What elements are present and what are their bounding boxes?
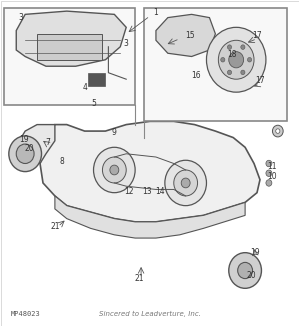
- Text: 10: 10: [267, 172, 277, 181]
- Text: 13: 13: [142, 187, 152, 196]
- FancyBboxPatch shape: [144, 8, 287, 121]
- Circle shape: [218, 40, 254, 79]
- Polygon shape: [40, 121, 260, 222]
- Bar: [88, 73, 105, 86]
- Text: 7: 7: [45, 138, 50, 147]
- Text: 19: 19: [251, 248, 260, 257]
- Text: 3: 3: [18, 13, 23, 22]
- Circle shape: [248, 58, 252, 62]
- Text: 21: 21: [135, 274, 144, 283]
- Text: 19: 19: [19, 135, 28, 144]
- Circle shape: [227, 45, 232, 49]
- Circle shape: [102, 157, 126, 183]
- Circle shape: [272, 125, 283, 137]
- Text: Sincered to Leadverture, Inc.: Sincered to Leadverture, Inc.: [99, 311, 201, 317]
- Circle shape: [206, 27, 266, 92]
- Circle shape: [227, 70, 232, 75]
- Text: 3: 3: [124, 39, 129, 48]
- FancyBboxPatch shape: [4, 8, 135, 105]
- Text: 9: 9: [112, 128, 117, 137]
- Text: 4: 4: [82, 83, 87, 92]
- Text: 12: 12: [124, 187, 134, 196]
- Text: 15: 15: [185, 31, 195, 40]
- Circle shape: [181, 178, 190, 188]
- Circle shape: [266, 180, 272, 186]
- Circle shape: [94, 147, 135, 193]
- Circle shape: [229, 253, 262, 288]
- Text: 20: 20: [25, 145, 34, 153]
- Bar: [37, 34, 102, 60]
- Text: 21: 21: [50, 222, 60, 231]
- Circle shape: [229, 52, 244, 68]
- Circle shape: [266, 160, 272, 167]
- Circle shape: [174, 170, 198, 196]
- Text: 17: 17: [252, 31, 262, 40]
- Polygon shape: [16, 11, 126, 66]
- Circle shape: [241, 70, 245, 75]
- Polygon shape: [19, 125, 55, 164]
- Text: 20: 20: [246, 271, 256, 280]
- Text: 17: 17: [255, 76, 265, 85]
- Circle shape: [266, 170, 272, 177]
- Circle shape: [9, 136, 41, 172]
- Circle shape: [221, 58, 225, 62]
- Text: 18: 18: [227, 50, 236, 60]
- Circle shape: [16, 144, 34, 164]
- Text: 16: 16: [191, 72, 201, 80]
- Polygon shape: [156, 14, 215, 57]
- Text: 5: 5: [91, 99, 96, 108]
- Text: 14: 14: [156, 187, 165, 196]
- Circle shape: [241, 45, 245, 49]
- Circle shape: [238, 262, 253, 279]
- Text: MP48023: MP48023: [10, 311, 40, 317]
- Circle shape: [276, 129, 280, 133]
- Circle shape: [165, 160, 206, 206]
- Circle shape: [110, 165, 119, 175]
- Text: 8: 8: [60, 157, 65, 166]
- Text: 1: 1: [154, 8, 158, 17]
- Polygon shape: [55, 196, 245, 238]
- Text: 11: 11: [267, 162, 277, 171]
